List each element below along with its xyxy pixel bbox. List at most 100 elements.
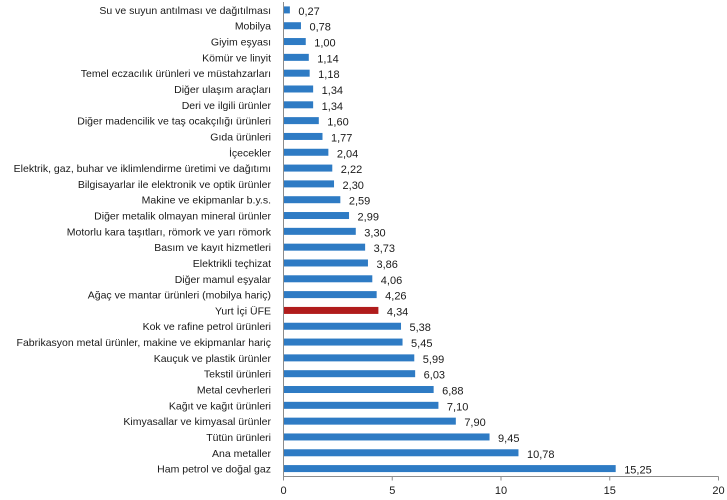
value-label: 1,34 — [322, 85, 343, 97]
category-label: Su ve suyun antılması ve dağıtılması — [99, 5, 271, 17]
category-label: Diğer ulaşım araçları — [174, 84, 271, 96]
category-label: Elektrik, gaz, buhar ve iklimlendirme ür… — [14, 163, 271, 175]
category-label: Metal cevherleri — [197, 385, 271, 397]
category-label: Deri ve ilgili ürünler — [182, 100, 272, 112]
category-label: Ana metaller — [212, 448, 271, 460]
category-label: Kauçuk ve plastik ürünler — [154, 353, 272, 365]
value-label: 2,99 — [358, 212, 379, 224]
category-label: Basım ve kayıt hizmetleri — [154, 242, 271, 254]
bars-group — [284, 6, 616, 473]
value-label: 3,73 — [374, 243, 395, 255]
category-label: Diğer metalik olmayan mineral ürünler — [94, 211, 271, 223]
category-label: Elektrikli teçhizat — [193, 258, 271, 270]
bar — [284, 196, 341, 204]
category-label: Motorlu kara taşıtları, römork ve yarı r… — [67, 226, 272, 238]
category-label: Ham petrol ve doğal gaz — [157, 464, 271, 476]
value-label: 1,14 — [317, 53, 338, 65]
category-label: İçecekler — [229, 146, 272, 159]
category-label: Kömür ve linyit — [202, 52, 271, 64]
value-label: 4,34 — [387, 306, 408, 318]
bar — [284, 433, 490, 441]
bar — [284, 117, 319, 125]
value-label: 4,06 — [381, 275, 402, 287]
category-label: Gıda ürünleri — [210, 131, 271, 143]
bar — [284, 101, 314, 109]
bar — [284, 449, 519, 457]
bar — [284, 132, 323, 140]
x-axis-ticks: 0 5 10 15 20 — [280, 476, 725, 497]
bar — [284, 370, 416, 378]
bar — [284, 275, 373, 283]
bar — [284, 259, 368, 267]
bar — [284, 243, 366, 251]
value-label: 2,30 — [343, 180, 364, 192]
category-label: Mobilya — [235, 21, 271, 33]
value-labels: 0,27 0,78 1,00 1,14 1,18 1,34 1,34 1,60 1,77 2,04… — [298, 6, 651, 477]
category-label: Ağaç ve mantar ürünleri (mobilya hariç) — [88, 290, 271, 302]
bar — [284, 227, 356, 235]
bar — [284, 164, 333, 172]
category-labels: Su ve suyun antılması ve dağıtılması Mobi… — [14, 5, 272, 476]
bar — [284, 386, 434, 394]
bar — [284, 465, 616, 473]
category-label: Tekstil ürünleri — [204, 369, 271, 381]
bar — [284, 6, 290, 14]
value-label: 9,45 — [498, 433, 519, 445]
bar — [284, 338, 403, 346]
value-label: 5,99 — [423, 354, 444, 366]
bar-highlight — [284, 306, 379, 314]
category-label: Yurt İçi ÜFE — [215, 304, 271, 317]
value-label: 3,30 — [364, 227, 385, 239]
bar — [284, 38, 306, 46]
bar — [284, 85, 314, 93]
value-label: 5,45 — [411, 338, 432, 350]
category-label: Tütün ürünleri — [206, 432, 271, 444]
category-label: Kimyasallar ve kimyasal ürünler — [123, 416, 271, 428]
value-label: 2,04 — [337, 148, 358, 160]
category-label: Bilgisayarlar ile elektronik ve optik ür… — [78, 179, 272, 191]
category-label: Makine ve ekipmanlar b.y.s. — [142, 195, 271, 207]
category-label: Diğer madencilik ve taş ocakçılığı ürünl… — [77, 116, 271, 128]
value-label: 10,78 — [527, 449, 555, 461]
bar — [284, 322, 402, 330]
value-label: 2,22 — [341, 164, 362, 176]
value-label: 3,86 — [376, 259, 397, 271]
value-label: 7,90 — [464, 417, 485, 429]
category-label: Kağıt ve kağıt ürünleri — [169, 400, 271, 412]
bar — [284, 417, 456, 425]
x-tick-label: 5 — [389, 485, 395, 497]
bar — [284, 180, 335, 188]
x-tick-label: 20 — [712, 485, 724, 497]
value-label: 1,34 — [322, 101, 343, 113]
bar — [284, 354, 415, 362]
bar — [284, 69, 310, 77]
value-label: 15,25 — [624, 465, 652, 477]
value-label: 1,18 — [318, 69, 339, 81]
value-label: 7,10 — [447, 401, 468, 413]
category-label: Temel eczacılık ürünleri ve müstahzarlar… — [81, 68, 271, 80]
bar — [284, 148, 329, 156]
value-label: 1,60 — [327, 117, 348, 129]
value-label: 6,88 — [442, 386, 463, 398]
bar — [284, 22, 301, 30]
bar — [284, 291, 377, 299]
bar — [284, 401, 439, 409]
value-label: 2,59 — [349, 196, 370, 208]
value-label: 1,00 — [314, 38, 335, 50]
value-label: 5,38 — [410, 322, 431, 334]
category-label: Fabrikasyon metal ürünler, makine ve eki… — [17, 337, 271, 349]
value-label: 0,27 — [298, 6, 319, 18]
value-label: 4,26 — [385, 291, 406, 303]
x-tick-label: 0 — [280, 485, 286, 497]
value-label: 0,78 — [309, 22, 330, 34]
x-tick-label: 15 — [604, 485, 616, 497]
category-label: Kok ve rafine petrol ürünleri — [143, 321, 271, 333]
bar — [284, 212, 350, 220]
value-label: 1,77 — [331, 132, 352, 144]
category-label: Diğer mamul eşyalar — [175, 274, 272, 286]
value-label: 6,03 — [424, 370, 445, 382]
x-tick-label: 10 — [495, 485, 507, 497]
bar — [284, 53, 309, 61]
category-label: Giyim eşyası — [211, 37, 271, 49]
